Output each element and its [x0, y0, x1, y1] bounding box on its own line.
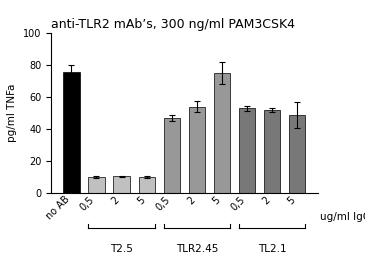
Bar	[63, 71, 80, 193]
Text: TL2.1: TL2.1	[258, 245, 287, 254]
Bar	[189, 107, 205, 193]
Text: TLR2.45: TLR2.45	[176, 245, 218, 254]
Bar	[214, 73, 230, 193]
Bar	[264, 110, 280, 193]
Bar	[114, 176, 130, 193]
Bar	[88, 177, 105, 193]
Text: ug/ml IgG: ug/ml IgG	[320, 213, 365, 222]
Bar	[138, 177, 155, 193]
Bar	[164, 118, 180, 193]
Bar	[289, 115, 306, 193]
Text: T2.5: T2.5	[110, 245, 133, 254]
Y-axis label: pg/ml TNFa: pg/ml TNFa	[7, 84, 18, 142]
Text: anti-TLR2 mAb’s, 300 ng/ml PAM3CSK4: anti-TLR2 mAb’s, 300 ng/ml PAM3CSK4	[51, 18, 295, 31]
Bar	[239, 108, 255, 193]
